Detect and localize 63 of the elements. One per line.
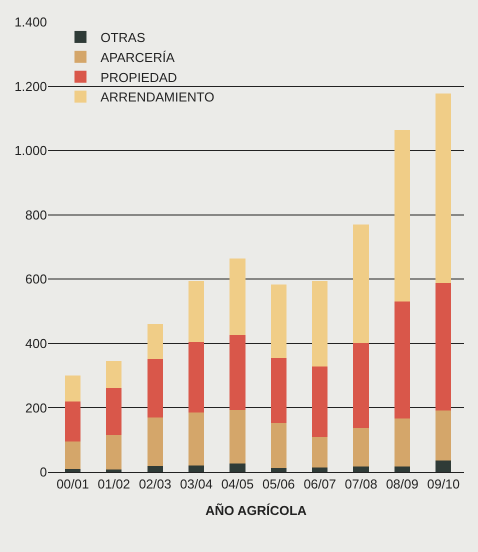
bar bbox=[147, 417, 163, 466]
legend-label: PROPIEDAD bbox=[100, 70, 178, 85]
bar bbox=[64, 376, 81, 402]
y-tick-label: 0 bbox=[40, 464, 47, 480]
x-axis-title: AÑO AGRÍCOLA bbox=[205, 503, 308, 518]
bar bbox=[106, 361, 122, 388]
legend-label: OTRAS bbox=[100, 30, 146, 46]
x-tick-label: 01/02 bbox=[98, 476, 130, 492]
bar bbox=[270, 468, 286, 472]
bar bbox=[436, 93, 452, 283]
x-tick-label: 04/05 bbox=[221, 476, 254, 492]
y-tick-label: 1.000 bbox=[14, 143, 47, 158]
x-tick-label: 03/04 bbox=[180, 476, 213, 492]
bar bbox=[353, 466, 369, 472]
bar bbox=[106, 388, 122, 436]
y-tick-label: 800 bbox=[25, 207, 47, 222]
bar bbox=[312, 280, 328, 366]
bar bbox=[353, 428, 369, 467]
y-tick-label: 400 bbox=[25, 336, 47, 351]
bar bbox=[188, 412, 204, 466]
bar bbox=[353, 224, 369, 343]
x-tick-label: 07/08 bbox=[344, 476, 378, 492]
bar bbox=[106, 469, 122, 472]
bar bbox=[436, 410, 452, 460]
bar bbox=[312, 436, 328, 468]
bar bbox=[394, 130, 410, 302]
x-tick-label: 05/06 bbox=[262, 476, 295, 492]
bar bbox=[270, 358, 286, 424]
x-tick-label: 02/03 bbox=[138, 476, 172, 492]
bar bbox=[270, 423, 286, 468]
bar bbox=[230, 258, 246, 336]
bar bbox=[436, 460, 452, 472]
bar bbox=[436, 283, 452, 410]
bar bbox=[147, 466, 163, 472]
bar bbox=[394, 302, 410, 418]
bar bbox=[188, 342, 204, 413]
legend-label: APARCERÍA bbox=[100, 50, 175, 65]
x-tick-label: 06/07 bbox=[304, 476, 336, 492]
bar bbox=[64, 468, 81, 472]
bar bbox=[394, 418, 410, 467]
bar bbox=[230, 463, 246, 472]
bar bbox=[147, 324, 163, 360]
y-tick-label: 1.400 bbox=[14, 14, 47, 30]
y-tick-label: 1.200 bbox=[14, 78, 47, 94]
bar bbox=[230, 335, 246, 410]
x-tick-label: 08/09 bbox=[386, 476, 418, 492]
legend-label: ARRENDAMIENTO bbox=[100, 90, 214, 105]
bar bbox=[394, 466, 410, 472]
x-tick-label: 09/10 bbox=[427, 476, 460, 492]
bar bbox=[64, 401, 81, 442]
bar bbox=[188, 280, 204, 342]
bar bbox=[270, 284, 286, 358]
bar bbox=[353, 342, 369, 428]
bar bbox=[64, 441, 81, 469]
bar bbox=[188, 466, 204, 472]
y-tick-label: 600 bbox=[25, 272, 47, 287]
bar bbox=[312, 366, 328, 437]
bar bbox=[106, 435, 122, 470]
x-tick-label: 00/01 bbox=[56, 476, 89, 492]
bar bbox=[230, 410, 246, 464]
y-tick-label: 200 bbox=[25, 400, 47, 416]
bar bbox=[147, 359, 163, 418]
bar bbox=[312, 468, 328, 472]
